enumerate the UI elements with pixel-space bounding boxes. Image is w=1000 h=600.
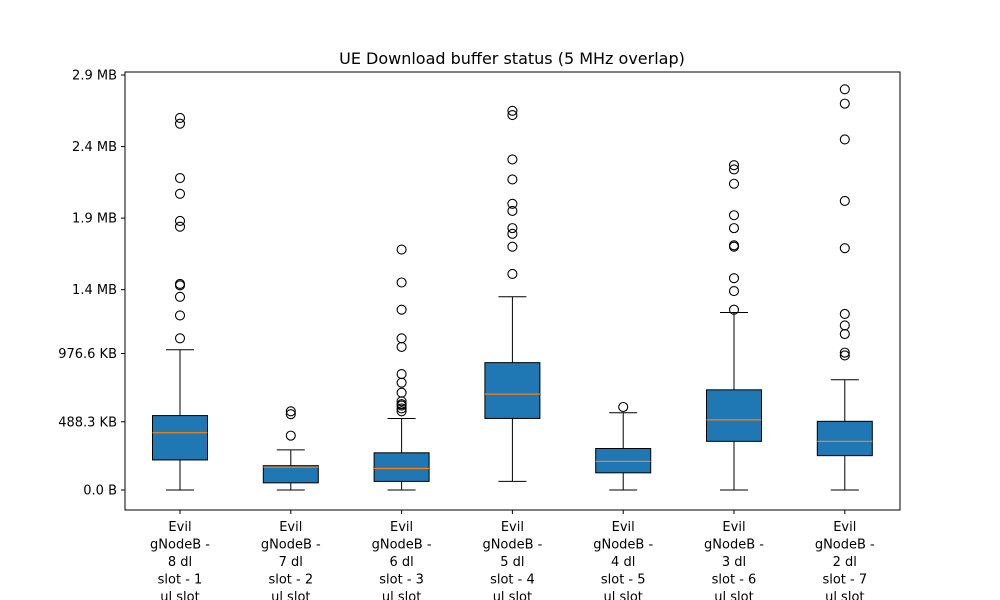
x-tick-label: Evil gNodeB -2 dl slot - 7 ul slot: [815, 520, 875, 600]
outlier-point: [174, 188, 186, 199]
outlier-point: [839, 84, 850, 95]
outlier-point: [839, 328, 850, 340]
outlier-point: [728, 273, 740, 284]
outlier-point: [507, 110, 518, 121]
y-axis: 0.0 B 488.3 KB 976.6 KB 1.4 MB 1.9 MB 2.4 MB 2…: [58, 69, 125, 499]
outlier-point: [728, 223, 740, 234]
outlier-point: [728, 160, 740, 171]
y-tick-label: 488.3 KB: [58, 415, 117, 430]
box: [816, 420, 873, 457]
outlier-point: [174, 221, 186, 232]
outlier-point: [507, 198, 518, 209]
plot-area: [152, 84, 873, 491]
outlier-point: [507, 228, 518, 239]
outlier-point: [839, 243, 850, 254]
outlier-point: [839, 320, 850, 331]
outlier-point: [618, 401, 629, 413]
outlier-point: [728, 178, 740, 189]
x-tick-label: Evil gNodeB -3 dl slot - 6 ul slot: [704, 520, 764, 600]
outlier-point: [507, 174, 518, 185]
box-group: [706, 160, 762, 491]
outlier-point: [507, 268, 518, 279]
outlier-point: [285, 430, 296, 441]
box: [373, 452, 430, 482]
outlier-point: [396, 369, 407, 380]
box: [262, 465, 319, 484]
outlier-point: [728, 164, 740, 175]
x-tick-label: Evil gNodeB -8 dl slot - 1 ul slot: [150, 520, 210, 600]
box: [152, 415, 208, 461]
outlier-point: [396, 403, 407, 414]
box-group: [484, 105, 541, 482]
outlier-point: [839, 134, 850, 145]
outlier-point: [174, 291, 186, 302]
y-tick-label: 2.4 MB: [72, 140, 117, 155]
box: [706, 389, 762, 442]
y-tick-label: 976.6 KB: [58, 347, 117, 362]
outlier-point: [396, 304, 407, 315]
outlier-point: [174, 112, 186, 123]
outlier-point: [728, 286, 740, 297]
x-tick-label: Evil gNodeB -6 dl slot - 3 ul slot: [372, 520, 432, 600]
plot-frame: [124, 71, 901, 511]
outlier-point: [507, 105, 518, 116]
outlier-point: [839, 347, 850, 358]
y-tick-label: 2.9 MB: [72, 69, 117, 84]
outlier-point: [396, 406, 407, 417]
outlier-point: [839, 195, 850, 206]
y-tick-label: 1.9 MB: [72, 212, 117, 227]
box: [484, 362, 541, 419]
chart-title: UE Download buffer status (5 MHz overlap…: [339, 49, 685, 68]
outlier-point: [174, 215, 186, 227]
outlier-point: [507, 241, 518, 252]
outlier-point: [285, 409, 296, 420]
x-axis: Evil gNodeB -8 dl slot - 1 ul slot Evil gNode…: [150, 510, 875, 600]
outlier-point: [839, 98, 850, 109]
outlier-point: [396, 387, 407, 398]
outlier-point: [728, 304, 740, 315]
box-group: [373, 244, 430, 491]
outlier-point: [396, 341, 407, 352]
outlier-point: [396, 244, 407, 255]
x-tick-label: Evil gNodeB -4 dl slot - 5 ul slot: [593, 520, 653, 600]
outlier-point: [174, 333, 186, 344]
outlier-point: [507, 223, 518, 234]
outlier-point: [839, 350, 850, 361]
outlier-point: [174, 310, 186, 321]
box-group: [152, 112, 208, 491]
y-tick-label: 0.0 B: [83, 484, 117, 499]
outlier-point: [507, 154, 518, 165]
box-group: [262, 406, 319, 491]
y-tick-label: 1.4 MB: [72, 283, 117, 298]
x-tick-label: Evil gNodeB -5 dl slot - 4 ul slot: [482, 520, 542, 600]
outlier-point: [839, 308, 850, 320]
outlier-point: [396, 277, 407, 288]
outlier-point: [174, 172, 186, 184]
outlier-point: [728, 210, 740, 221]
outlier-point: [285, 406, 296, 417]
box-group: [816, 84, 873, 491]
outlier-point: [396, 399, 407, 410]
outlier-point: [728, 240, 740, 251]
outlier-point: [396, 333, 407, 344]
outlier-point: [396, 377, 407, 388]
x-tick-label: Evil gNodeB -7 dl slot - 2 ul slot: [261, 520, 321, 600]
box-group: [595, 401, 652, 491]
outlier-point: [174, 118, 186, 129]
box: [595, 448, 652, 474]
outlier-point: [507, 205, 518, 216]
outlier-point: [174, 278, 186, 289]
